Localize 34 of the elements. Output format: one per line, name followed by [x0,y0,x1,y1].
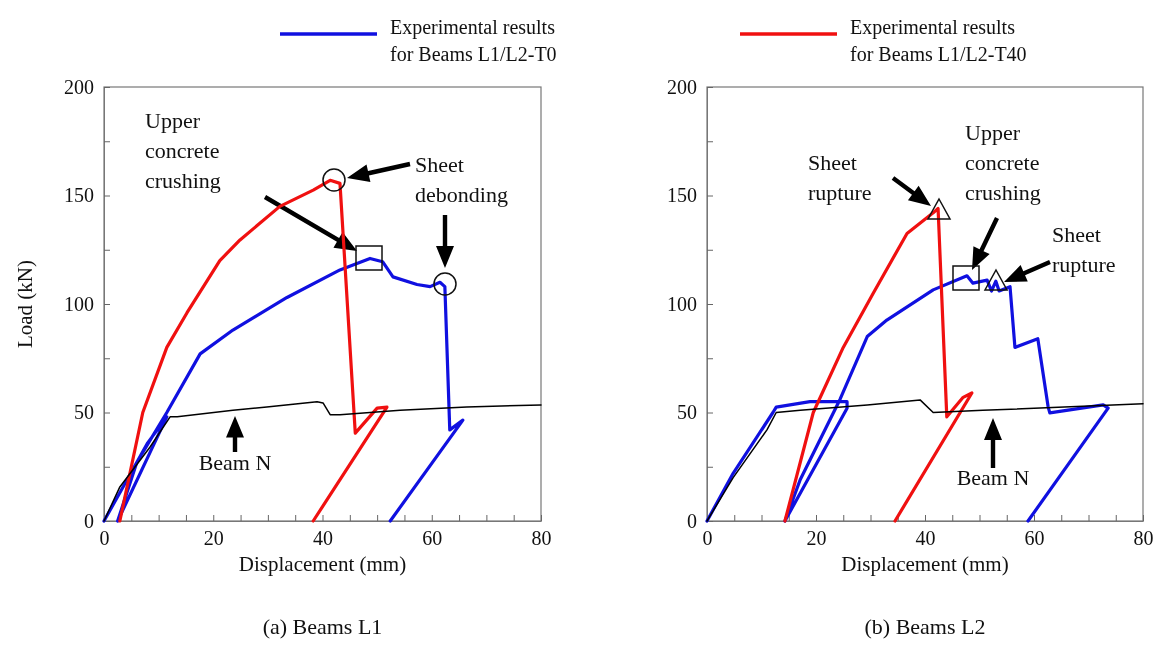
annotation: Beam N [198,450,272,475]
y-tick-label: 150 [64,184,94,207]
legend-label: Experimental results for Beams L1/L2-T0 [390,16,557,65]
annotation: Sheet debonding [415,152,508,207]
x-tick-label: 60 [1024,527,1045,550]
legend-label: Experimental results for Beams L1/L2-T40 [850,16,1027,65]
x-tick-label: 0 [702,527,713,550]
text: (a) Beams L1 [262,614,383,639]
y-tick-label: 50 [74,401,94,424]
text: (b) Beams L2 [864,614,986,639]
annotation: Sheet rupture [808,150,872,205]
x-tick-label: 60 [422,527,443,550]
x-tick-label: 0 [99,527,110,550]
y-tick-label: 150 [667,184,697,207]
annotation: Upper concrete crushing [145,108,221,193]
annotation: Sheet rupture [1052,222,1116,277]
x-tick-label: 40 [313,527,333,550]
annotation: Beam N [956,465,1030,490]
x-tick-label: 20 [806,527,827,550]
annotation: Upper concrete crushing [965,120,1041,205]
y-tick-label: 0 [84,509,94,532]
x-tick-label: 80 [531,527,552,550]
x-tick-label: 40 [915,527,936,550]
y-tick-label: 50 [677,401,697,424]
x-tick-label: 20 [203,527,224,550]
y-tick-label: 100 [64,292,94,315]
y-tick-label: 0 [687,509,697,532]
y-axis-title: Load (kN) [13,259,37,349]
y-tick-label: 100 [667,292,697,315]
y-tick-label: 200 [667,75,697,98]
y-tick-label: 200 [64,75,94,98]
x-axis-title: Displacement (mm) [238,552,407,576]
x-axis-title: Displacement (mm) [841,552,1009,576]
x-tick-label: 80 [1133,527,1154,550]
